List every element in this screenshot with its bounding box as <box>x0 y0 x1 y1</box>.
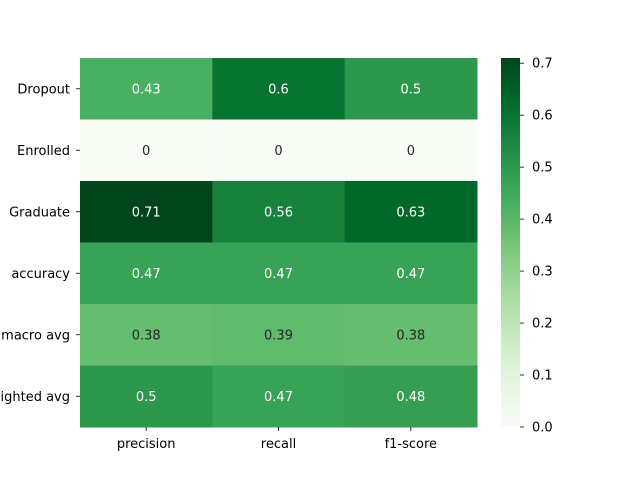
cell-value-label: 0 <box>407 144 415 159</box>
x-axis: precision recall f1-score <box>117 427 437 452</box>
colorbar-tick-label: 0.7 <box>532 57 553 72</box>
cell-value-label: 0.47 <box>264 390 293 405</box>
heatmap-cell <box>344 242 478 305</box>
cell-value-label: 0.47 <box>264 267 293 282</box>
x-tick-label: f1-score <box>385 437 437 452</box>
cell-value-label: 0.5 <box>136 390 157 405</box>
colorbar-tick-label: 0.2 <box>532 317 553 332</box>
cell-value-label: 0.63 <box>396 205 425 220</box>
cell-value-label: 0.38 <box>396 328 425 343</box>
colorbar-tick-label: 0.3 <box>532 265 553 280</box>
heatmap-cell <box>344 365 478 428</box>
cell-value-label: 0 <box>274 144 282 159</box>
colorbar-tick-label: 0.6 <box>532 109 553 124</box>
cell-value-label: 0.6 <box>268 82 289 97</box>
colorbar-tick-label: 0.1 <box>532 369 553 384</box>
heatmap-cell <box>344 58 478 120</box>
colorbar-gradient <box>501 58 520 427</box>
colorbar-tick-label: 0.5 <box>532 161 553 176</box>
cell-value-label: 0.43 <box>132 82 161 97</box>
y-tick-label: Graduate <box>9 205 70 220</box>
cell-value-label: 0 <box>142 144 150 159</box>
heatmap-cell <box>212 242 346 305</box>
heatmap-cell <box>80 242 213 305</box>
heatmap-cell <box>80 119 213 182</box>
heatmap-cell <box>212 58 346 120</box>
y-tick-label: Dropout <box>17 82 70 97</box>
cell-value-label: 0.5 <box>400 82 421 97</box>
heatmap-cell <box>344 181 478 243</box>
y-axis: Dropout Enrolled Graduate accuracy macro avg… <box>0 82 80 405</box>
y-tick-label: accuracy <box>11 267 70 282</box>
y-tick-label: Enrolled <box>17 144 70 159</box>
colorbar-tick-label: 0.0 <box>532 421 553 436</box>
heatmap-cell <box>212 365 346 428</box>
colorbar: 0.0 0.1 0.2 0.3 0.4 0.5 0.6 0.7 <box>501 57 553 436</box>
cell-value-label: 0.48 <box>396 390 425 405</box>
heatmap-cell <box>344 119 478 182</box>
y-tick-label: weighted avg <box>0 390 70 405</box>
heatmap-cell <box>80 304 213 366</box>
x-tick-label: recall <box>261 437 296 452</box>
heatmap-cells <box>80 58 478 428</box>
cell-value-label: 0.39 <box>264 328 293 343</box>
heatmap-cell <box>80 181 213 243</box>
heatmap-cell <box>80 58 213 120</box>
heatmap-cell <box>212 304 346 366</box>
cell-value-label: 0.47 <box>396 267 425 282</box>
cell-value-label: 0.38 <box>132 328 161 343</box>
heatmap-cell <box>80 365 213 428</box>
cell-value-label: 0.71 <box>132 205 161 220</box>
heatmap-cell <box>344 304 478 366</box>
heatmap-cell <box>212 181 346 243</box>
cell-value-labels: 0.43 0.6 0.5 0 0 0 0.71 0.56 0.63 0.47 0.47 0.47 0.3… <box>132 82 426 405</box>
x-tick-label: precision <box>117 437 176 452</box>
colorbar-tick-label: 0.4 <box>532 213 553 228</box>
heatmap-cell <box>212 119 346 182</box>
y-tick-label: macro avg <box>1 328 70 343</box>
cell-value-label: 0.56 <box>264 205 293 220</box>
cell-value-label: 0.47 <box>132 267 161 282</box>
